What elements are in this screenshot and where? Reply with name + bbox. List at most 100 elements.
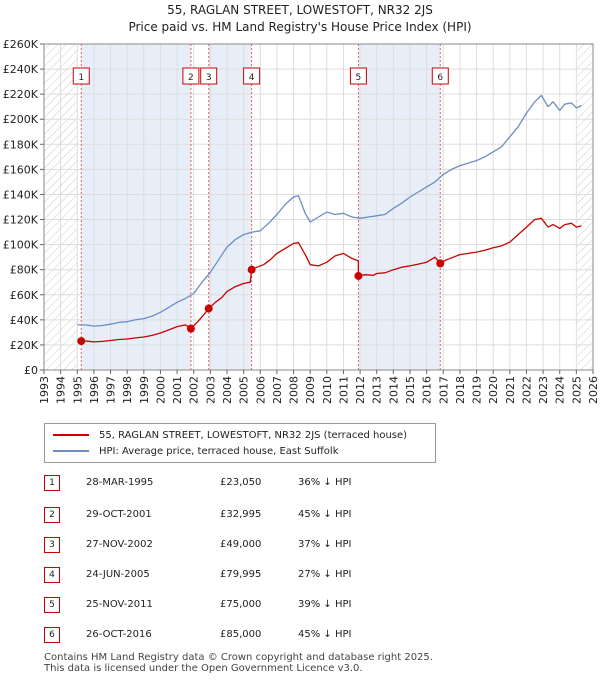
sale-point <box>186 324 195 333</box>
sale-marker-box <box>200 67 218 85</box>
sale-point <box>354 271 363 280</box>
sale-date: 26-OCT-2016 <box>86 629 152 640</box>
price-chart: 1 2 3 4 5 6 £0 £20K £40K £60K £80K £100K £120K £140K… <box>3 38 600 404</box>
y-tick-label: £60K <box>10 289 39 302</box>
sale-point <box>204 304 213 313</box>
x-tick-label: 2003 <box>204 376 217 404</box>
x-tick-label: 2014 <box>387 376 400 404</box>
x-tick-label: 1995 <box>71 376 84 404</box>
sale-marker-box <box>243 67 261 85</box>
x-tick-label: 1997 <box>105 376 118 404</box>
y-tick-label: £200K <box>3 113 39 126</box>
sale-hpi-diff: 27% ↓ HPI <box>298 569 352 580</box>
sale-number-badge: 3 <box>44 537 60 553</box>
x-tick-label: 2019 <box>471 376 484 404</box>
x-tick-label: 2026 <box>587 376 600 404</box>
chart-subtitle: Price paid vs. HM Land Registry's House … <box>128 20 472 34</box>
sale-date: 28-MAR-1995 <box>86 477 154 488</box>
sale-row: 3 27-NOV-2002 £49,000 37% ↓ HPI <box>44 537 424 557</box>
x-tick-label: 2016 <box>421 376 434 404</box>
y-tick-label: £240K <box>3 63 39 76</box>
sale-number-badge: 2 <box>44 507 60 523</box>
y-tick-label: £180K <box>3 138 39 151</box>
y-tick-label: £140K <box>3 188 39 201</box>
ownership-band <box>358 44 441 370</box>
y-tick-label: £100K <box>3 239 39 252</box>
footer-licence: This data is licensed under the Open Gov… <box>44 663 363 674</box>
sale-price: £79,995 <box>220 569 262 580</box>
legend: 55, RAGLAN STREET, LOWESTOFT, NR32 2JS (… <box>44 423 436 463</box>
x-tick-label: 2004 <box>221 376 234 404</box>
x-tick-label: 2015 <box>404 376 417 404</box>
hpi-series-line <box>77 94 582 327</box>
legend-hpi-label: HPI: Average price, terraced house, East… <box>99 445 339 457</box>
x-tick-label: 2021 <box>504 376 517 404</box>
legend-item-hpi: HPI: Average price, terraced house, East… <box>53 443 339 459</box>
sale-row: 5 25-NOV-2011 £75,000 39% ↓ HPI <box>44 597 424 617</box>
sale-marker-box <box>182 67 200 85</box>
sale-row: 1 28-MAR-1995 £23,050 36% ↓ HPI <box>44 475 424 495</box>
plot-border <box>43 43 594 371</box>
sale-number-badge: 6 <box>44 627 60 643</box>
x-tick-label: 1996 <box>88 376 101 404</box>
x-tick-label: 1998 <box>121 376 134 404</box>
legend-red-line <box>53 434 89 436</box>
sale-row: 4 24-JUN-2005 £79,995 27% ↓ HPI <box>44 567 424 587</box>
sale-marker-label: 4 <box>249 73 255 83</box>
sale-date: 25-NOV-2011 <box>86 599 153 610</box>
x-tick-label: 2022 <box>520 376 533 404</box>
x-tick-label: 2013 <box>371 376 384 404</box>
x-tick-label: 2006 <box>254 376 267 404</box>
sale-date: 27-NOV-2002 <box>86 539 153 550</box>
y-tick-label: £0 <box>24 364 38 377</box>
sale-marker-label: 6 <box>437 73 443 83</box>
x-tick-label: 2023 <box>537 376 550 404</box>
hatched-region <box>576 44 593 370</box>
y-tick-label: £160K <box>3 163 39 176</box>
footer: Contains HM Land Registry data © Crown c… <box>44 652 433 674</box>
x-tick-label: 2018 <box>454 376 467 404</box>
sale-price: £32,995 <box>220 509 262 520</box>
sale-number-badge: 1 <box>44 475 60 491</box>
sale-hpi-diff: 37% ↓ HPI <box>298 539 352 550</box>
x-tick-label: 2007 <box>271 376 284 404</box>
legend-property-label: 55, RAGLAN STREET, LOWESTOFT, NR32 2JS (… <box>99 429 408 441</box>
legend-item-property: 55, RAGLAN STREET, LOWESTOFT, NR32 2JS (… <box>53 427 407 443</box>
y-tick-label: £20K <box>10 339 39 352</box>
sale-number-badge: 4 <box>44 567 60 583</box>
sale-row: 2 29-OCT-2001 £32,995 45% ↓ HPI <box>44 507 424 527</box>
sale-marker-box <box>72 67 90 85</box>
footer-copyright: Contains HM Land Registry data © Crown c… <box>44 652 433 663</box>
x-tick-label: 2010 <box>321 376 334 404</box>
x-tick-label: 1994 <box>55 376 68 404</box>
sale-marker-box <box>431 67 449 85</box>
sale-marker-label: 5 <box>356 73 362 83</box>
sale-marker-box <box>349 67 367 85</box>
sale-hpi-diff: 39% ↓ HPI <box>298 599 352 610</box>
sale-marker-label: 2 <box>188 73 194 83</box>
sale-hpi-diff: 45% ↓ HPI <box>298 629 352 640</box>
x-tick-label: 2025 <box>570 376 583 404</box>
y-tick-label: £40K <box>10 314 39 327</box>
ownership-band <box>208 44 252 370</box>
sale-point <box>436 259 445 268</box>
sale-price: £85,000 <box>220 629 262 640</box>
sale-row: 6 26-OCT-2016 £85,000 45% ↓ HPI <box>44 627 424 647</box>
ownership-band <box>81 44 191 370</box>
sale-number-badge: 5 <box>44 597 60 613</box>
sale-point <box>247 265 256 274</box>
sale-hpi-diff: 45% ↓ HPI <box>298 509 352 520</box>
x-tick-label: 1999 <box>138 376 151 404</box>
y-tick-label: £80K <box>10 264 39 277</box>
property-series-line <box>81 217 582 343</box>
chart-title: 55, RAGLAN STREET, LOWESTOFT, NR32 2JS <box>167 3 433 17</box>
y-tick-label: £120K <box>3 214 39 227</box>
x-tick-label: 2008 <box>288 376 301 404</box>
x-tick-label: 2000 <box>154 376 167 404</box>
x-tick-label: 2012 <box>354 376 367 404</box>
x-tick-label: 2011 <box>337 376 350 404</box>
x-tick-label: 2017 <box>437 376 450 404</box>
x-tick-label: 2009 <box>304 376 317 404</box>
x-tick-label: 2024 <box>554 376 567 404</box>
y-tick-label: £220K <box>3 88 39 101</box>
